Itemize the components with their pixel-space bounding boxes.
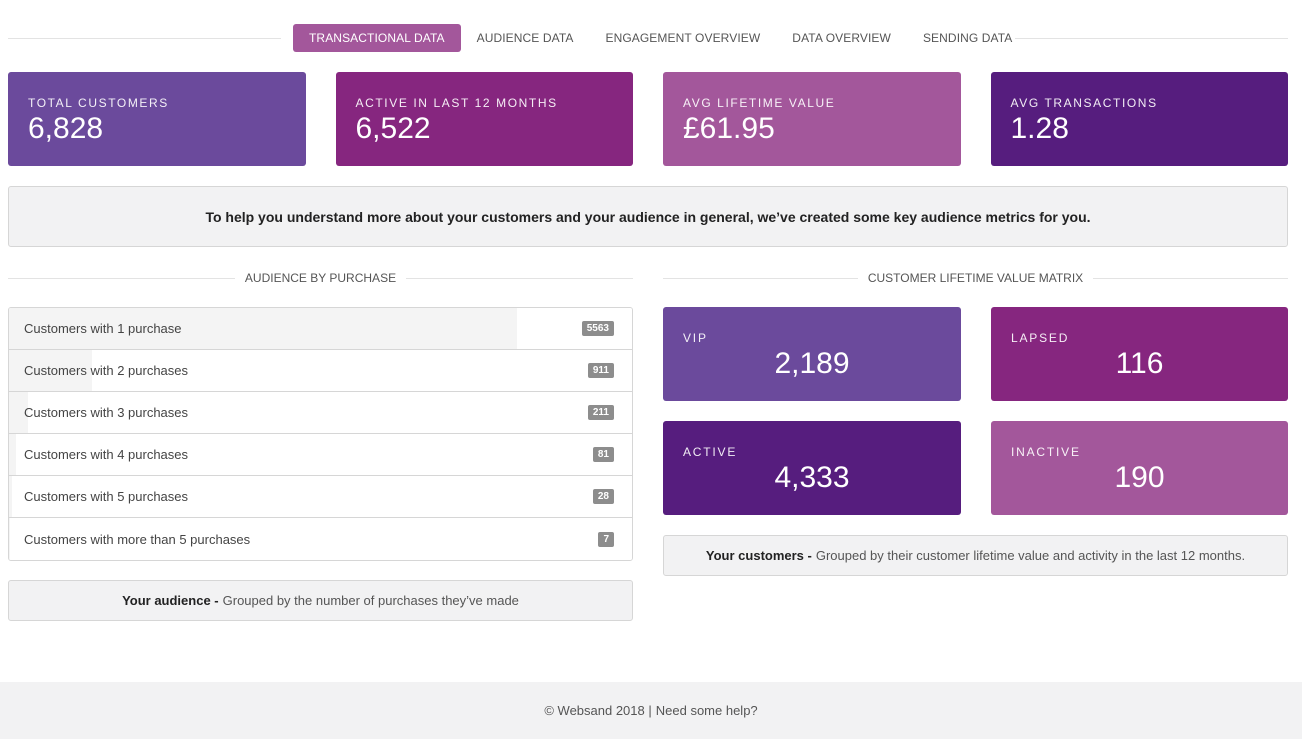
audience-note-text: Grouped by the number of purchases they’…: [222, 593, 519, 608]
clv-card-vip: VIP 2,189: [663, 307, 961, 401]
help-link[interactable]: Need some help?: [655, 703, 758, 718]
kpi-label: AVG TRANSACTIONS: [1010, 96, 1158, 110]
clv-section-header: CUSTOMER LIFETIME VALUE MATRIX: [663, 271, 1288, 285]
clv-card-label: ACTIVE: [683, 445, 738, 459]
count-badge: 911: [587, 363, 614, 378]
count-badge: 5563: [581, 321, 614, 336]
clv-note-text: Grouped by their customer lifetime value…: [815, 548, 1246, 563]
tab-audience-data[interactable]: AUDIENCE DATA: [476, 31, 574, 45]
tab-data-overview[interactable]: DATA OVERVIEW: [792, 31, 891, 45]
list-item-label: Customers with 5 purchases: [24, 489, 189, 504]
tab-bar: TRANSACTIONAL DATA AUDIENCE DATA ENGAGEM…: [8, 24, 1288, 52]
info-banner: To help you understand more about your c…: [8, 186, 1288, 247]
list-item: Customers with 1 purchase 5563: [9, 308, 632, 350]
list-item: Customers with more than 5 purchases 7: [9, 518, 632, 560]
count-badge: 81: [592, 447, 614, 462]
share-bar: [9, 308, 517, 349]
clv-note: Your customers - Grouped by their custom…: [663, 535, 1288, 576]
audience-note-bold: Your audience -: [122, 593, 219, 608]
count-badge: 28: [592, 489, 614, 504]
tab-transactional-data[interactable]: TRANSACTIONAL DATA: [293, 24, 461, 52]
audience-section-title: AUDIENCE BY PURCHASE: [234, 271, 407, 285]
audience-section-header: AUDIENCE BY PURCHASE: [8, 271, 633, 285]
kpi-label: TOTAL CUSTOMERS: [28, 96, 169, 110]
kpi-avg-lifetime-value: AVG LIFETIME VALUE £61.95: [663, 72, 961, 166]
tabs: TRANSACTIONAL DATA AUDIENCE DATA ENGAGEM…: [293, 24, 1028, 52]
kpi-label: AVG LIFETIME VALUE: [683, 96, 836, 110]
tab-engagement-overview[interactable]: ENGAGEMENT OVERVIEW: [605, 31, 761, 45]
list-item-label: Customers with more than 5 purchases: [24, 531, 251, 547]
footer: © Websand 2018 | Need some help?: [0, 682, 1302, 739]
kpi-avg-transactions: AVG TRANSACTIONS 1.28: [990, 72, 1288, 166]
kpi-value: 1.28: [1010, 112, 1069, 145]
list-item-label: Customers with 3 purchases: [24, 405, 189, 420]
clv-card-label: LAPSED: [1011, 331, 1070, 345]
share-bar: [9, 350, 93, 391]
clv-card-inactive: INACTIVE 190: [991, 421, 1288, 515]
clv-card-value: 4,333: [774, 461, 850, 494]
count-badge: 211: [587, 405, 614, 420]
clv-card-value: 190: [1114, 461, 1165, 494]
count-badge: 7: [598, 531, 614, 547]
kpi-total-customers: TOTAL CUSTOMERS 6,828: [8, 72, 306, 166]
clv-card-label: INACTIVE: [1011, 445, 1081, 459]
clv-note-bold: Your customers -: [705, 548, 812, 563]
clv-card-value: 2,189: [774, 347, 850, 380]
kpi-value: £61.95: [683, 112, 775, 145]
clv-card-value: 116: [1115, 347, 1164, 380]
kpi-active-last-12-months: ACTIVE IN LAST 12 MONTHS 6,522: [335, 72, 633, 166]
tab-divider-right: [1015, 38, 1288, 39]
clv-section-title: CUSTOMER LIFETIME VALUE MATRIX: [857, 271, 1094, 285]
clv-matrix: VIP 2,189 LAPSED 116 ACTIVE 4,333 INACTI…: [663, 307, 1288, 515]
clv-card-label: VIP: [683, 331, 708, 345]
list-item: Customers with 4 purchases 81: [9, 434, 632, 476]
list-item-label: Customers with 4 purchases: [24, 447, 189, 462]
list-item: Customers with 5 purchases 28: [9, 476, 632, 518]
clv-card-lapsed: LAPSED 116: [991, 307, 1288, 401]
share-bar: [9, 392, 29, 433]
kpi-row: TOTAL CUSTOMERS 6,828 ACTIVE IN LAST 12 …: [8, 72, 1288, 166]
kpi-value: 6,828: [28, 112, 104, 145]
list-item: Customers with 3 purchases 211: [9, 392, 632, 434]
tab-divider-left: [8, 38, 281, 39]
clv-card-active: ACTIVE 4,333: [663, 421, 961, 515]
tab-sending-data[interactable]: SENDING DATA: [922, 31, 1013, 45]
share-bar: [9, 476, 12, 517]
footer-copyright: © Websand 2018 |: [544, 703, 652, 718]
share-bar: [9, 434, 17, 475]
share-bar: [9, 518, 10, 560]
list-item-label: Customers with 2 purchases: [24, 363, 189, 378]
audience-note: Your audience - Grouped by the number of…: [8, 580, 633, 621]
kpi-value: 6,522: [355, 112, 431, 145]
list-item: Customers with 2 purchases 911: [9, 350, 632, 392]
kpi-label: ACTIVE IN LAST 12 MONTHS: [355, 96, 558, 110]
purchase-list: Customers with 1 purchase 5563 Customers…: [8, 307, 633, 561]
list-item-label: Customers with 1 purchase: [24, 321, 182, 336]
